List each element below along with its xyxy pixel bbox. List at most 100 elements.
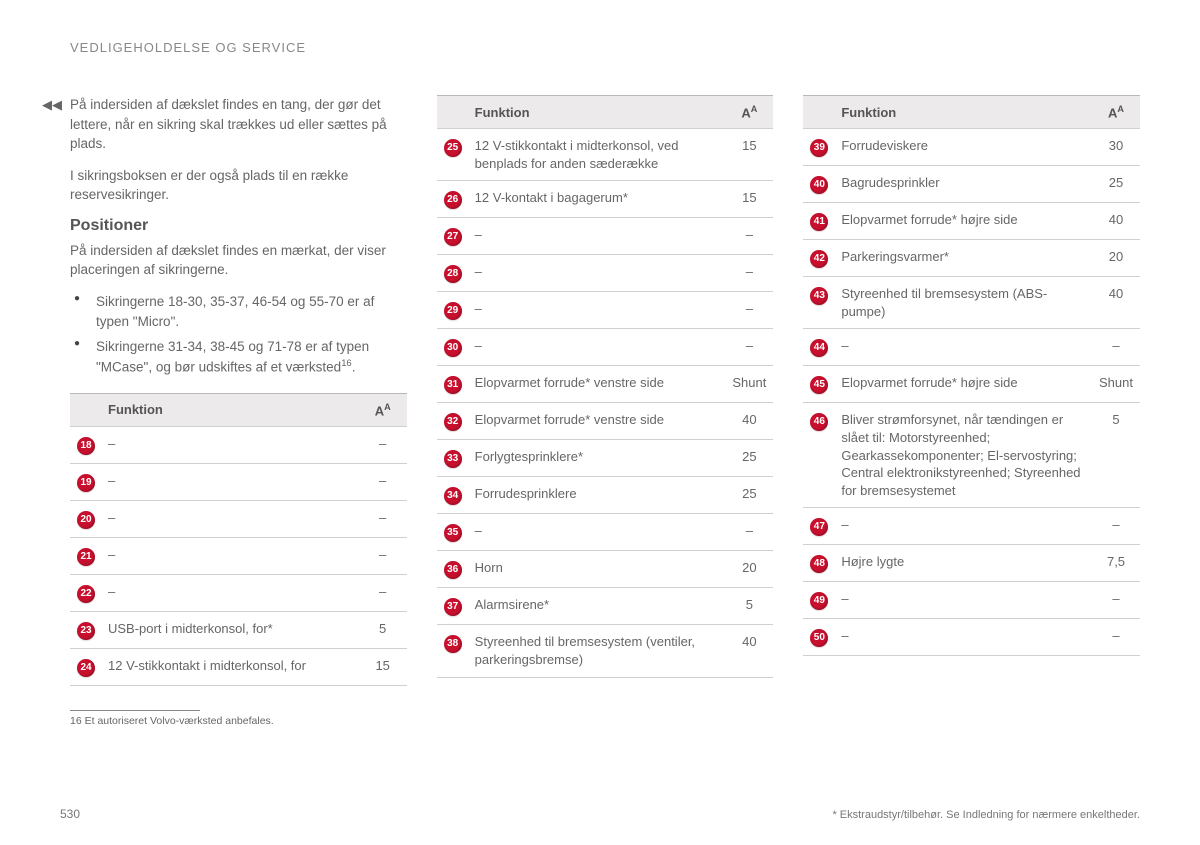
positions-p1: På indersiden af dækslet findes en mærka… — [70, 241, 407, 280]
table-row: 35–– — [437, 514, 774, 551]
fuse-number-cell: 39 — [803, 129, 835, 166]
fuse-number-badge: 44 — [810, 339, 828, 357]
table-row: 28–– — [437, 255, 774, 292]
th-num — [437, 96, 469, 129]
fuse-function-cell: – — [102, 538, 359, 575]
fuse-amp-cell: – — [725, 329, 773, 366]
th-amp-a: A — [741, 105, 750, 120]
fuse-function-cell: Styreenhed til bremsesystem (ABS-pumpe) — [835, 277, 1092, 329]
fuse-number-badge: 34 — [444, 487, 462, 505]
fuse-number-cell: 26 — [437, 181, 469, 218]
table-row: 23USB-port i midterkonsol, for*5 — [70, 612, 407, 649]
fuse-number-badge: 47 — [810, 518, 828, 536]
fuse-number-cell: 37 — [437, 588, 469, 625]
footnote-num: 16 — [70, 715, 82, 727]
table-row: 30–– — [437, 329, 774, 366]
fuse-amp-cell: 5 — [725, 588, 773, 625]
fuse-number-badge: 22 — [77, 585, 95, 603]
table-row: 34Forrudesprinklere25 — [437, 477, 774, 514]
fuse-number-cell: 42 — [803, 240, 835, 277]
table-row: 2512 V-stikkontakt i midterkonsol, ved b… — [437, 129, 774, 181]
fuse-table-1: Funktion AA 18––19––20––21––22––23USB-po… — [70, 393, 407, 686]
fuse-number-cell: 18 — [70, 427, 102, 464]
bullet-1: Sikringerne 18-30, 35-37, 46-54 og 55-70… — [70, 292, 407, 331]
fuse-number-cell: 24 — [70, 649, 102, 686]
fuse-number-cell: 36 — [437, 551, 469, 588]
fuse-number-badge: 38 — [444, 635, 462, 653]
fuse-number-badge: 19 — [77, 474, 95, 492]
table-row: 36Horn20 — [437, 551, 774, 588]
fuse-amp-cell: 15 — [359, 649, 407, 686]
fuse-number-badge: 41 — [810, 213, 828, 231]
table-row: 47–– — [803, 508, 1140, 545]
fuse-function-cell: – — [469, 218, 726, 255]
fuse-amp-cell: – — [725, 292, 773, 329]
fuse-number-cell: 22 — [70, 575, 102, 612]
column-2: Funktion AA 2512 V-stikkontakt i midterk… — [437, 95, 774, 686]
fuse-amp-cell: – — [359, 427, 407, 464]
fuse-number-badge: 29 — [444, 302, 462, 320]
fuse-table-3-body: 39Forrudeviskere3040Bagrudesprinkler25 41… — [803, 129, 1140, 656]
table-row: 20–– — [70, 501, 407, 538]
fuse-amp-cell: – — [1092, 508, 1140, 545]
fuse-number-badge: 23 — [77, 622, 95, 640]
section-header: VEDLIGEHOLDELSE OG SERVICE — [70, 40, 1140, 55]
fuse-amp-cell: – — [359, 464, 407, 501]
fuse-amp-cell: – — [725, 255, 773, 292]
fuse-amp-cell: 40 — [1092, 203, 1140, 240]
fuse-number-cell: 41 — [803, 203, 835, 240]
table-row: 48Højre lygte7,5 — [803, 545, 1140, 582]
table-row: 19–– — [70, 464, 407, 501]
fuse-number-badge: 26 — [444, 191, 462, 209]
fuse-number-badge: 48 — [810, 555, 828, 573]
fuse-function-cell: 12 V-stikkontakt i midterkonsol, for — [102, 649, 359, 686]
table-row: 29–– — [437, 292, 774, 329]
fuse-table-1-body: 18––19––20––21––22––23USB-port i midterk… — [70, 427, 407, 686]
fuse-number-badge: 20 — [77, 511, 95, 529]
fuse-number-badge: 37 — [444, 598, 462, 616]
fuse-amp-cell: 25 — [725, 440, 773, 477]
fuse-function-cell: – — [102, 501, 359, 538]
fuse-number-badge: 21 — [77, 548, 95, 566]
fuse-function-cell: Højre lygte — [835, 545, 1092, 582]
table-row: 40Bagrudesprinkler25 — [803, 166, 1140, 203]
fuse-function-cell: Elopvarmet forrude* højre side — [835, 366, 1092, 403]
table-row: 33Forlygtesprinklere*25 — [437, 440, 774, 477]
footnote-ref: 16 — [341, 358, 352, 369]
footnote: 16 Et autoriseret Volvo-værksted anbefal… — [70, 715, 1140, 727]
fuse-amp-cell: 15 — [725, 129, 773, 181]
fuse-function-cell: Elopvarmet forrude* venstre side — [469, 403, 726, 440]
fuse-table-2-body: 2512 V-stikkontakt i midterkonsol, ved b… — [437, 129, 774, 677]
fuse-number-cell: 34 — [437, 477, 469, 514]
fuse-number-cell: 32 — [437, 403, 469, 440]
fuse-amp-cell: Shunt — [725, 366, 773, 403]
fuse-amp-cell: 40 — [1092, 277, 1140, 329]
footnote-rule — [70, 710, 200, 711]
fuse-function-cell: – — [835, 619, 1092, 656]
th-funktion: Funktion — [835, 96, 1092, 129]
fuse-number-badge: 33 — [444, 450, 462, 468]
table-row: 50–– — [803, 619, 1140, 656]
fuse-amp-cell: – — [725, 218, 773, 255]
th-amp: AA — [359, 393, 407, 426]
th-num — [803, 96, 835, 129]
fuse-function-cell: – — [102, 464, 359, 501]
fuse-number-badge: 49 — [810, 592, 828, 610]
fuse-number-cell: 46 — [803, 403, 835, 508]
fuse-amp-cell: 25 — [1092, 166, 1140, 203]
fuse-number-cell: 45 — [803, 366, 835, 403]
fuse-amp-cell: 20 — [1092, 240, 1140, 277]
table-row: 39Forrudeviskere30 — [803, 129, 1140, 166]
fuse-amp-cell: 5 — [1092, 403, 1140, 508]
fuse-function-cell: – — [835, 508, 1092, 545]
table-row: 22–– — [70, 575, 407, 612]
fuse-number-cell: 47 — [803, 508, 835, 545]
fuse-number-cell: 29 — [437, 292, 469, 329]
fuse-function-cell: Parkeringsvarmer* — [835, 240, 1092, 277]
fuse-amp-cell: – — [359, 538, 407, 575]
footnote-text: Et autoriseret Volvo-værksted anbefales. — [85, 715, 274, 727]
fuse-function-cell: – — [102, 427, 359, 464]
fuse-function-cell: – — [469, 514, 726, 551]
fuse-number-badge: 18 — [77, 437, 95, 455]
fuse-amp-cell: – — [725, 514, 773, 551]
